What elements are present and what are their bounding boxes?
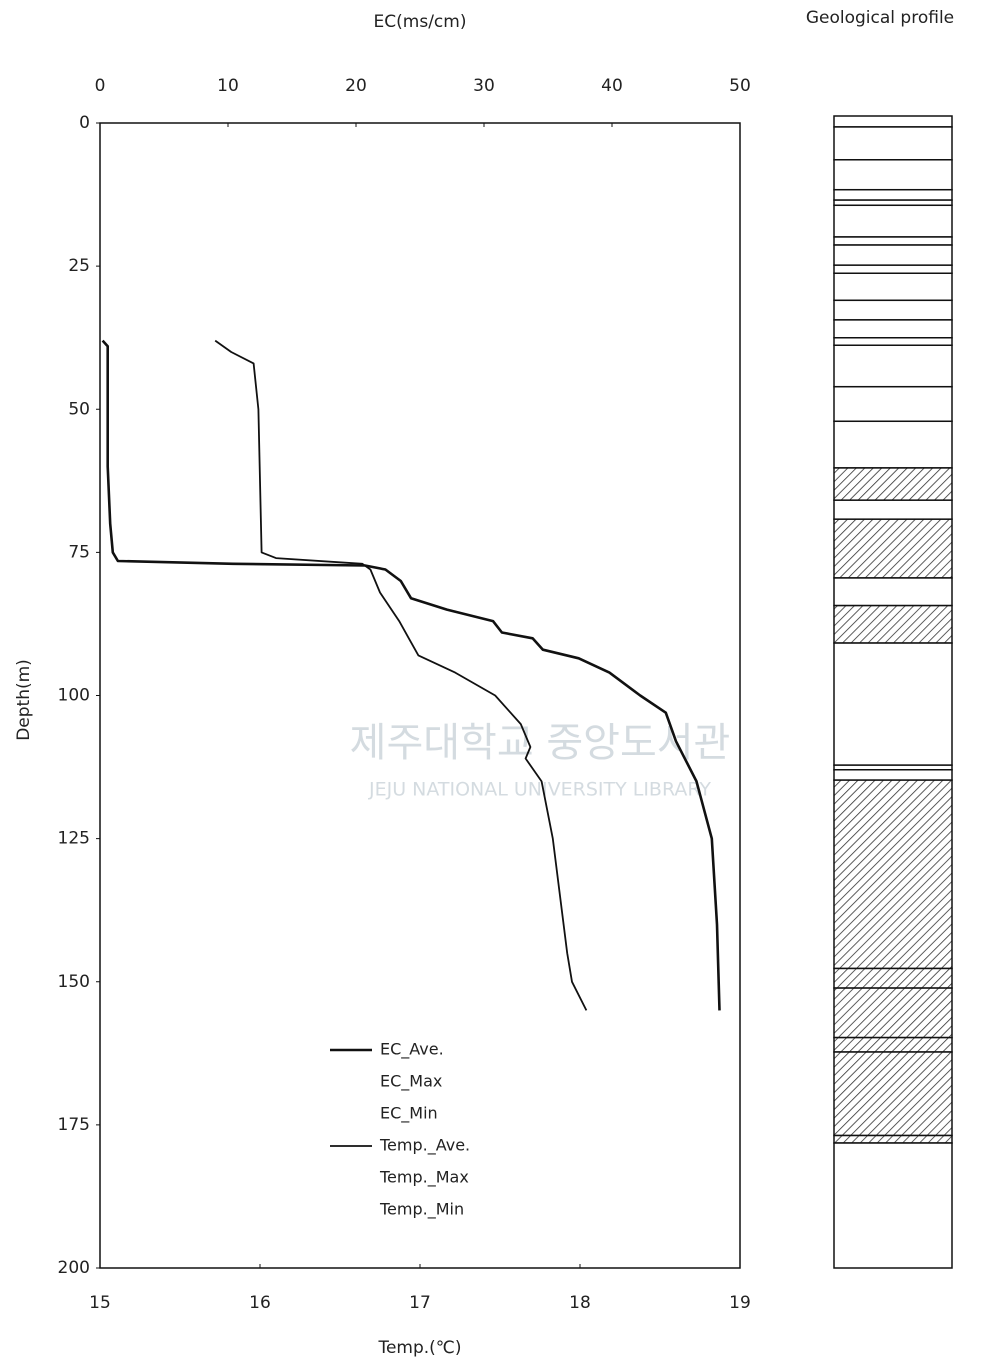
geo-layer — [834, 1038, 952, 1052]
geo-layer — [834, 200, 952, 205]
geo-layer — [834, 237, 952, 245]
data-line — [103, 341, 720, 1011]
y-tick-label: 75 — [68, 542, 90, 562]
geo-layer — [834, 245, 952, 265]
geo-layer — [834, 116, 952, 127]
geo-layer — [834, 780, 952, 968]
y-tick-label: 25 — [68, 256, 90, 276]
legend-label: Temp._Ave. — [379, 1136, 470, 1156]
legend-label: EC_Ave. — [380, 1040, 444, 1060]
legend-label: EC_Min — [380, 1104, 438, 1124]
geo-layer — [834, 345, 952, 386]
geo-layer — [834, 205, 952, 237]
x-tick-label: 40 — [601, 76, 623, 96]
legend-label: Temp._Max — [379, 1168, 469, 1188]
x2-axis-title: Temp.(℃) — [377, 1338, 461, 1358]
geo-layer — [834, 770, 952, 780]
y-axis-title: Depth(m) — [14, 659, 34, 741]
geo-layer — [834, 273, 952, 300]
x-tick-label: 0 — [95, 76, 106, 96]
y-tick-label: 125 — [58, 829, 90, 849]
data-line — [215, 341, 586, 1011]
legend-label: Temp._Min — [379, 1200, 464, 1220]
legend-label: EC_Max — [380, 1072, 442, 1092]
geo-layer — [834, 1143, 952, 1268]
x-axis-title: EC(ms/cm) — [374, 12, 467, 32]
geo-layer — [834, 468, 952, 500]
geo-layer — [834, 387, 952, 422]
geo-layer — [834, 421, 952, 468]
x2-tick-label: 17 — [409, 1293, 431, 1313]
plot-frame — [100, 123, 740, 1268]
geo-layer — [834, 338, 952, 345]
geo-layer — [834, 1136, 952, 1143]
watermark: JEJU NATIONAL UNIVERSITY LIBRARY — [368, 779, 711, 801]
chart: EC(ms/cm) Temp.(℃) Depth(m) Geological p… — [0, 0, 987, 1362]
geo-layer — [834, 190, 952, 200]
geo-layer — [834, 127, 952, 160]
geo-layer — [834, 160, 952, 190]
watermark: 제주대학교 중앙도서관 — [350, 720, 731, 766]
y-tick-label: 0 — [79, 113, 90, 133]
y-tick-label: 100 — [58, 686, 90, 706]
geo-layer — [834, 988, 952, 1038]
geo-layer — [834, 320, 952, 338]
x-tick-label: 10 — [217, 76, 239, 96]
x2-tick-label: 18 — [569, 1293, 591, 1313]
geo-layer — [834, 606, 952, 643]
x2-tick-label: 15 — [89, 1293, 111, 1313]
geo-layer — [834, 578, 952, 606]
x-tick-label: 20 — [345, 76, 367, 96]
x2-tick-label: 19 — [729, 1293, 751, 1313]
y-tick-label: 175 — [58, 1115, 90, 1135]
geo-layer — [834, 968, 952, 988]
profile-title: Geological profile — [806, 8, 954, 28]
y-tick-label: 200 — [58, 1258, 90, 1278]
geo-layer — [834, 300, 952, 320]
geo-layer — [834, 500, 952, 519]
y-tick-label: 50 — [68, 399, 90, 419]
y-tick-label: 150 — [58, 972, 90, 992]
geo-layer — [834, 643, 952, 765]
x-tick-label: 50 — [729, 76, 751, 96]
geo-layer — [834, 519, 952, 578]
geo-layer — [834, 265, 952, 273]
x2-tick-label: 16 — [249, 1293, 271, 1313]
x-tick-label: 30 — [473, 76, 495, 96]
geo-layer — [834, 1052, 952, 1136]
